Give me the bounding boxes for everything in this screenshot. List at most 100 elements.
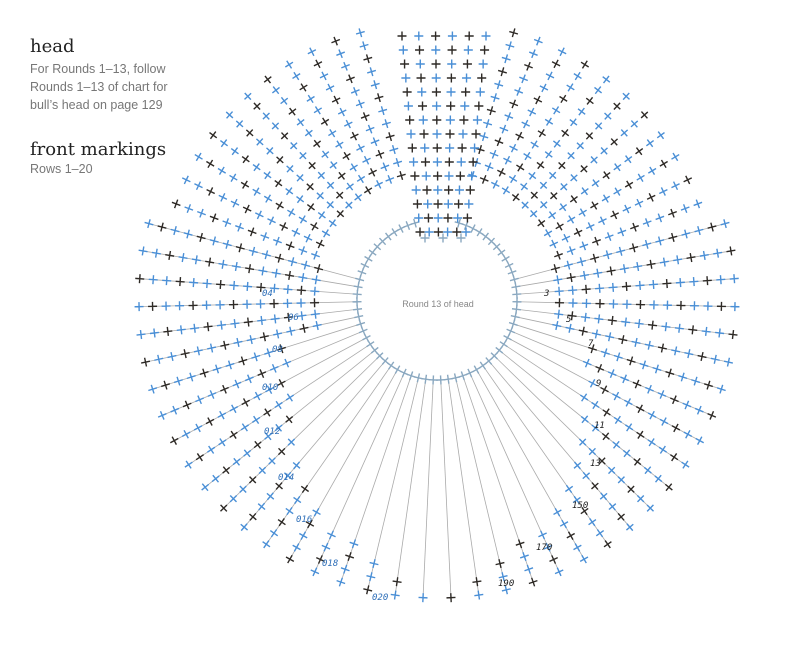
stitch [544,117,554,126]
stitch [306,94,315,104]
stitch [460,101,470,111]
stitch [479,132,489,142]
stitch [613,163,622,172]
stitch [494,80,504,90]
spoke [440,379,452,598]
stitch [365,124,375,134]
stitch [369,559,379,569]
stitch [373,242,382,251]
stitch [566,215,576,224]
stitch [287,208,296,217]
stitch [311,250,320,260]
stitch [358,326,368,336]
stitch [356,174,366,184]
stitch [581,298,591,308]
stitch [432,143,442,153]
stitch [289,141,298,150]
stitch [209,236,219,246]
stitch [163,326,173,336]
stitch [499,124,509,134]
stitch [659,159,668,169]
stitch [306,183,314,191]
spoke [482,365,609,545]
stitch [367,67,377,77]
stitch [559,94,568,104]
stitch [659,257,669,267]
stitch [468,157,478,167]
stitch [242,204,252,214]
stitch [658,445,668,454]
stitch [514,86,524,96]
stitch [337,171,346,180]
stitch [432,101,442,111]
stitch [581,284,591,294]
stitch [216,320,227,330]
stitch [283,284,293,294]
row-label: 020 [372,593,388,603]
stitch [619,264,629,274]
stitch [384,232,393,241]
stitch [411,185,421,195]
stitch [624,155,633,164]
stitch [549,555,558,564]
stitch [515,131,524,141]
stitch [420,157,430,167]
stitch [161,380,171,390]
stitch [515,539,525,549]
stitch [263,171,272,180]
stitch [694,405,704,415]
stitch [570,174,578,182]
stitch [277,447,286,456]
stitch [508,174,518,184]
stitch [682,400,692,410]
stitch [254,210,264,220]
stitch [336,209,345,218]
stitch [528,49,538,59]
stitch [600,385,609,394]
stitch [647,166,657,176]
stitch [390,590,400,600]
stitch [266,492,275,501]
stitch [366,340,375,349]
stitch [593,268,603,278]
stitch [506,326,516,336]
stitch [545,71,555,81]
stitch [207,390,217,399]
stitch [181,175,191,185]
stitch [585,132,594,140]
stitch [229,173,238,182]
stitch [549,191,558,200]
stitch [286,165,294,173]
stitch [632,379,642,389]
stitch [432,115,442,125]
stitch [490,93,500,103]
stitch [443,213,453,223]
stitch [484,357,493,365]
stitch [222,239,232,249]
stitch [238,356,248,366]
stitch [472,365,481,374]
stitch [511,193,520,202]
stitch [258,266,268,276]
stitch [240,523,249,532]
stitch [259,332,269,342]
stitch [636,173,645,182]
stitch [269,529,279,538]
stitch [543,542,553,552]
stitch [258,466,267,475]
stitch [431,59,441,69]
stitch [544,150,553,159]
stitch [635,280,645,290]
stitch [510,312,520,322]
stitch [490,180,500,189]
stitch [410,218,420,228]
stitch [445,129,455,139]
stitch [235,222,244,232]
stitch [524,564,534,574]
stitch [644,340,654,350]
stitch [624,423,634,432]
stitch [263,75,272,84]
row-label: 012 [264,427,280,437]
stitch [693,199,703,209]
stitch [407,143,417,153]
